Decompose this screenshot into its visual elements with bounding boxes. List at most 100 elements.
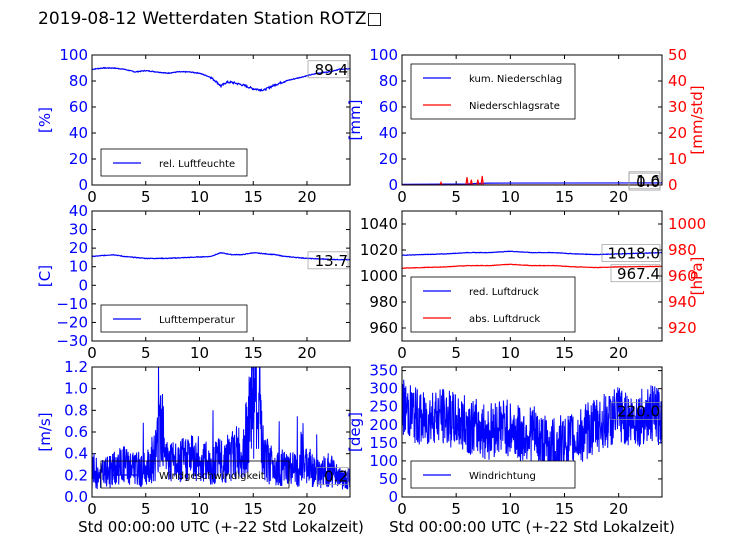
legend: Windrichtung [410, 460, 576, 489]
y-tick-label: 10 [69, 258, 88, 276]
plot-frame [91, 54, 351, 186]
y-axis-right-label: [hPa] [688, 257, 706, 296]
legend: Windgeschwindigkeit [100, 460, 290, 489]
legend: kum. Niederschlag Niederschlagsrate [410, 63, 576, 120]
y-tick-label: 40 [69, 124, 88, 142]
x-tick-label: 15 [244, 344, 263, 362]
x-tick-label: 10 [190, 344, 209, 362]
x-tick-label: 10 [190, 188, 209, 206]
y-tick-label: −30 [56, 332, 88, 350]
y-tick-label: 0 [388, 488, 398, 506]
y-tick-label: 20 [69, 150, 88, 168]
x-tick-label: 5 [451, 188, 461, 206]
y-tick-label: 0.4 [64, 445, 88, 463]
series-line-0 [92, 367, 350, 491]
x-axis-label: Std 00:00:00 UTC (+-22 Std Lokalzeit) [389, 518, 675, 536]
x-tick-label: 5 [451, 344, 461, 362]
plot-frame [401, 210, 663, 342]
x-tick-label: 10 [190, 500, 209, 518]
last-value-label-box [601, 244, 661, 262]
legend-box [410, 276, 576, 333]
last-value-label: 0.2 [324, 467, 348, 485]
x-tick-label: 15 [555, 188, 574, 206]
last-value-label-box [316, 466, 349, 485]
panel-middle-right: 0 5 10 15 20 960 980 1000 1020 1040 920 940 960 980 10… [360, 210, 706, 362]
last-value-label-2-box [628, 172, 661, 191]
y-tick-label: 980 [369, 293, 398, 311]
panel-top-right: 0 5 10 15 20 0 20 40 60 80 100 0 10 20 30 40 50 [mm] [mm/s… [346, 46, 706, 206]
y-tick-label: 0.6 [64, 423, 88, 441]
y-tick-label: 20 [69, 239, 88, 257]
y-tick-label: 40 [69, 202, 88, 220]
y-tick-label: 60 [69, 98, 88, 116]
x-tick-label: 20 [297, 188, 316, 206]
y-tick-label: 40 [379, 124, 398, 142]
y-tick-right-label: 960 [668, 267, 697, 285]
x-tick-label: 20 [609, 344, 628, 362]
x-tick-label: 0 [397, 500, 407, 518]
y-tick-right-label: 0 [668, 176, 678, 194]
y-tick-label: 100 [59, 46, 88, 64]
legend-box [100, 304, 248, 333]
y-tick-label: 250 [369, 398, 398, 416]
series-line-0 [402, 379, 662, 472]
y-tick-label: 150 [369, 434, 398, 452]
y-tick-right-label: 50 [668, 46, 687, 64]
x-tick-label: 15 [555, 500, 574, 518]
y-tick-right-label: 1000 [668, 215, 706, 233]
panel-middle-left: 0 5 10 15 20−30−20−10010203040[C]13.7Lufttem… [36, 202, 351, 362]
y-tick-label: 1000 [360, 267, 398, 285]
x-tick-label: 15 [244, 500, 263, 518]
y-tick-label: 0.0 [64, 488, 88, 506]
panel-bottom-left: 0 5 10 15 20 0.0 0.2 0.4 0.6 0.8 1.0 1.2 [m/s] Std 00… [36, 358, 364, 536]
x-tick-label: 20 [297, 344, 316, 362]
y-tick-label: 350 [369, 362, 398, 380]
x-tick-label: 10 [501, 500, 520, 518]
x-tick-label: 5 [451, 500, 461, 518]
legend-entry: Windgeschwindigkeit [159, 471, 265, 482]
y-tick-label: 0 [388, 176, 398, 194]
y-tick-right-label: 940 [668, 293, 697, 311]
y-tick-label: 100 [369, 46, 398, 64]
last-value-label-2: 967.4 [617, 265, 660, 283]
y-tick-label: 1.2 [64, 358, 88, 376]
series-line-0 [402, 182, 662, 185]
legend-entry: red. Luftdruck [469, 287, 539, 298]
x-tick-label: 5 [141, 344, 151, 362]
figure-title: 2019-08-12 Wetterdaten Station ROTZ□ [38, 9, 383, 29]
plot-frame [401, 366, 663, 498]
x-tick-label: 0 [397, 188, 407, 206]
y-tick-right-label: 20 [668, 124, 687, 142]
last-value-label: 89.4 [315, 61, 348, 79]
last-value-label-box [307, 60, 349, 79]
legend: rel. Luftfeuchte [100, 148, 248, 177]
y-tick-label: 60 [379, 98, 398, 116]
y-tick-label: 1.0 [64, 380, 88, 398]
x-axis-label: Std 00:00:00 UTC (+-22 Std Lokalzeit) [78, 518, 364, 536]
y-axis-label: [%] [36, 107, 54, 133]
panel-top-left: 0 5 10 15 20 0 20 40 60 80 100 [%] 89.4 rel. Luftfeuc… [36, 46, 351, 206]
x-tick-label: 15 [555, 344, 574, 362]
legend-entry: Niederschlagsrate [469, 101, 560, 112]
y-axis-label: [deg] [346, 412, 364, 452]
x-tick-label: 15 [244, 188, 263, 206]
x-tick-label: 10 [501, 188, 520, 206]
y-axis-right-label: [mm/std] [688, 85, 706, 154]
x-tick-label: 0 [87, 188, 97, 206]
legend-entry: Lufttemperatur [159, 315, 236, 326]
y-tick-right-label: 10 [668, 150, 687, 168]
series-line-0 [92, 66, 350, 93]
last-value-label: 220.0 [617, 402, 660, 420]
legend-entry: abs. Luftdruck [469, 314, 540, 325]
y-tick-label: −10 [56, 295, 88, 313]
y-tick-label: 0 [78, 276, 88, 294]
y-tick-label: 100 [369, 452, 398, 470]
y-tick-right-label: 980 [668, 241, 697, 259]
legend: Lufttemperatur [100, 304, 248, 333]
last-value-label: 1.6 [636, 172, 660, 190]
last-value-label-2: 0.0 [636, 173, 660, 191]
x-tick-label: 5 [141, 188, 151, 206]
series-line-0 [92, 251, 350, 261]
